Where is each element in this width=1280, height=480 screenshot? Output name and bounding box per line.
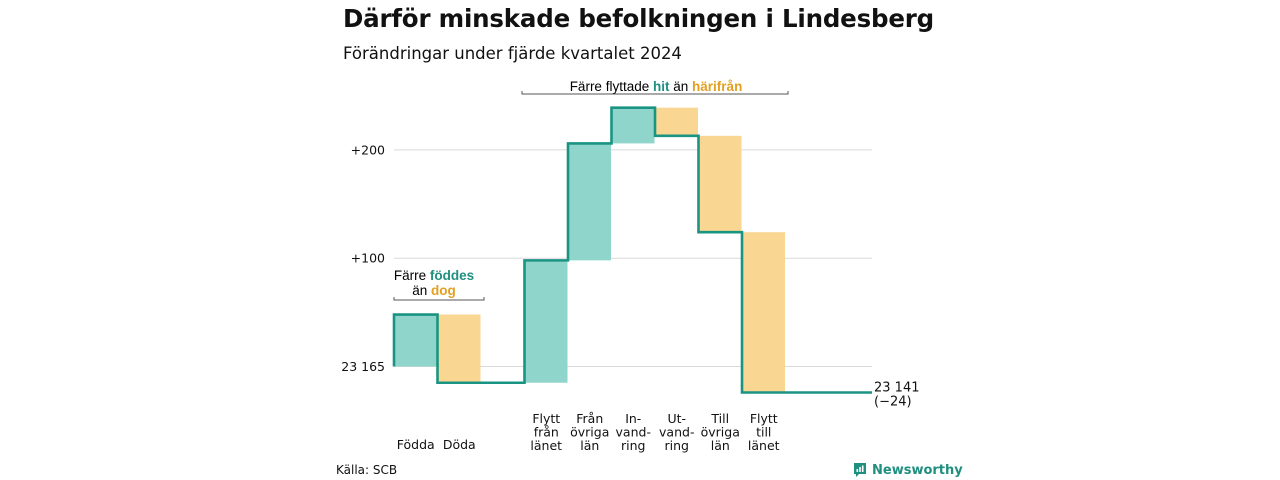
waterfall-bar	[612, 107, 655, 144]
category-label: Ut-	[667, 411, 686, 426]
category-label: vand-	[659, 425, 694, 440]
category-label: övriga	[570, 425, 609, 440]
brand-name: Newsworthy	[872, 462, 963, 478]
category-label: Flytt	[532, 411, 560, 426]
category-label: länet	[530, 438, 562, 453]
waterfall-bar	[438, 314, 481, 383]
category-label: In-	[625, 411, 641, 426]
annotation-mig-middle: än	[673, 79, 688, 94]
category-label: Födda	[397, 437, 435, 452]
category-label: ring	[665, 438, 689, 453]
category-label: länet	[748, 438, 780, 453]
category-label: vand-	[616, 425, 651, 440]
waterfall-bar	[743, 232, 785, 393]
end-value-label: 23 141	[874, 380, 920, 395]
svg-text:Färre föddes: Färre föddes	[394, 268, 474, 283]
end-change-label: (−24)	[874, 394, 912, 409]
category-label: Flytt	[750, 411, 778, 426]
chart-subtitle: Förändringar under fjärde kvartalet 2024	[343, 44, 682, 63]
step-line-layer	[392, 106, 872, 394]
chart-title: Därför minskade befolkningen i Lindesber…	[343, 4, 934, 33]
source-note: Källa: SCB	[336, 463, 398, 477]
category-label: län	[580, 438, 599, 453]
annotation-bd-bracket	[393, 297, 485, 301]
category-label: övriga	[701, 425, 740, 440]
waterfall-bar	[525, 260, 568, 383]
svg-text:än dog: än dog	[412, 283, 456, 298]
annotation-mig-highlight-harifran: härifrån	[692, 79, 742, 94]
annotation-births-deaths: Färre föddes än dog	[393, 268, 485, 301]
category-label: Till	[710, 411, 729, 426]
category-label: från	[534, 425, 559, 440]
category-label: Från	[576, 411, 603, 426]
waterfall-bar	[395, 314, 437, 367]
category-label: län	[711, 438, 730, 453]
y-tick-label: 23 165	[341, 359, 385, 374]
y-tick-label: +100	[351, 251, 385, 266]
annotation-mig-prefix: Färre flyttade	[570, 79, 650, 94]
waterfall-bar	[656, 107, 698, 136]
annotation-mig-highlight-hit: hit	[653, 79, 670, 94]
cumulative-step-line	[392, 106, 872, 394]
annotation-migration: Färre flyttade hit än härifrån	[521, 79, 789, 95]
annotation-bd-prefix: Färre	[394, 268, 426, 283]
category-label: till	[756, 425, 771, 440]
svg-text:Färre flyttade hit: Färre flyttade hit än härifrån	[570, 79, 743, 94]
y-tick-label: +200	[351, 142, 385, 157]
category-label: Döda	[443, 437, 476, 452]
brand-logo: Newsworthy	[853, 462, 963, 478]
annotation-bd-highlight-died: dog	[431, 283, 456, 298]
waterfall-bar	[569, 143, 611, 261]
annotation-bd-prefix2: än	[412, 283, 427, 298]
annotation-bd-highlight-born: föddes	[430, 268, 474, 283]
annotation-mig-bracket	[521, 91, 789, 95]
waterfall-bar	[699, 135, 742, 233]
chart-icon	[854, 463, 866, 477]
category-label: ring	[621, 438, 645, 453]
bars-layer	[395, 107, 785, 393]
